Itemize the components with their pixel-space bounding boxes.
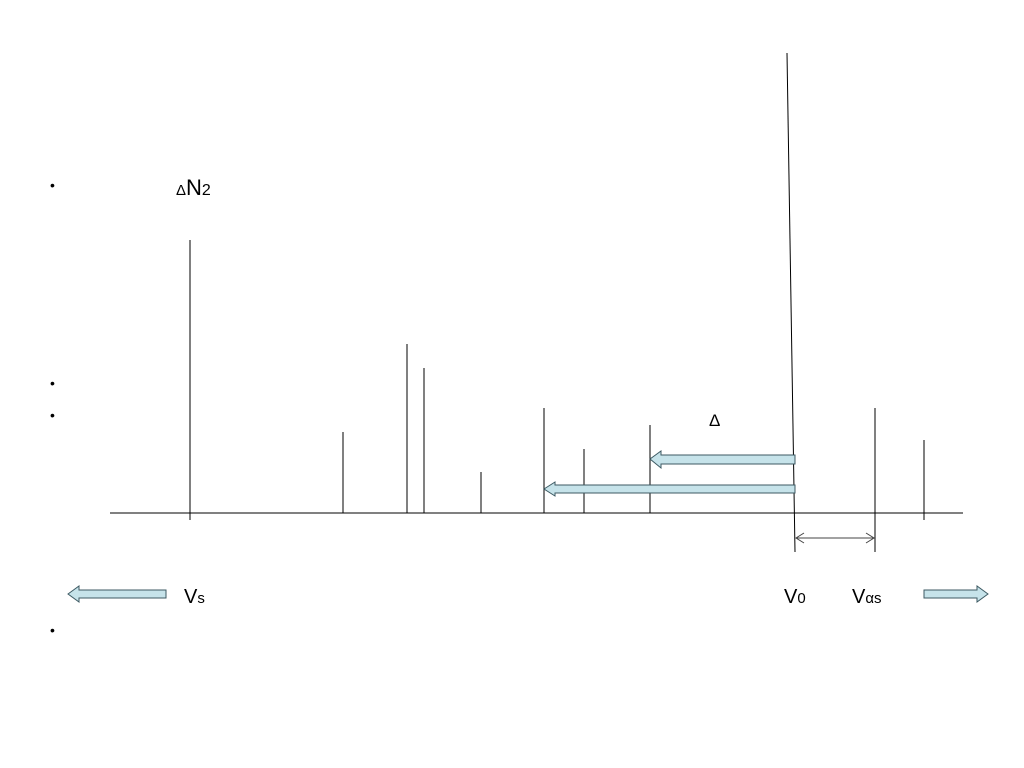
delta-n2-prefix: Δ — [176, 182, 186, 199]
bullet-1: • — [50, 177, 55, 193]
v-as-label: Vαs — [852, 586, 882, 608]
stokes-direction-arrow — [67, 585, 167, 603]
anti-stokes-direction-arrow — [923, 585, 989, 603]
shift-arrow-upper — [649, 450, 796, 470]
delta-n2-sub: 2 — [202, 182, 211, 199]
shift-arrow-lower — [543, 481, 796, 497]
delta-n2-main: N — [186, 175, 202, 200]
delta-n2-label: ΔN2 — [176, 175, 211, 200]
bullet-2: • — [50, 375, 55, 391]
dimension-arrowhead-right — [865, 532, 875, 544]
delta-label: Δ — [709, 411, 720, 430]
dimension-arrowhead-left — [795, 532, 805, 544]
bullet-4: • — [50, 622, 55, 638]
v-s-label: Vs — [184, 586, 205, 608]
bullet-3: • — [50, 407, 55, 423]
spectral-line-v0 — [786, 52, 796, 553]
v-0-label: V0 — [784, 586, 806, 608]
